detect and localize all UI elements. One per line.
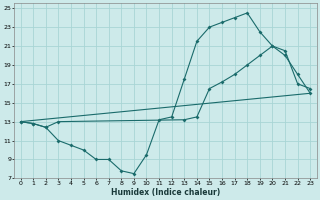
X-axis label: Humidex (Indice chaleur): Humidex (Indice chaleur) xyxy=(111,188,220,197)
